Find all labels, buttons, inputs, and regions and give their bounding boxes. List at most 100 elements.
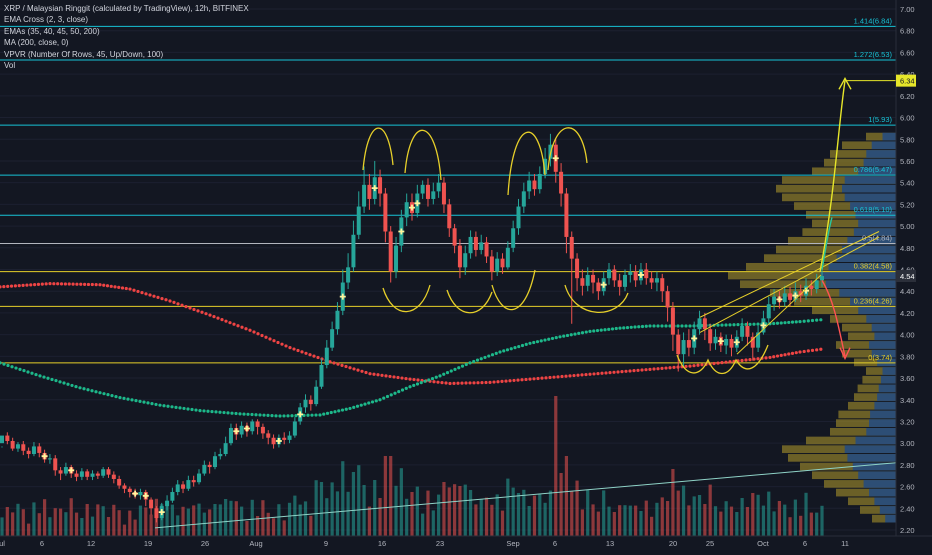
ma200-dot <box>280 342 284 346</box>
ema-dot <box>449 369 453 373</box>
cross-marker <box>243 425 250 432</box>
legend-vol[interactable]: Vol <box>4 61 16 71</box>
ema-dot <box>524 342 528 346</box>
volume-bar <box>362 485 366 536</box>
bottom-arc <box>446 289 493 314</box>
legend-emas[interactable]: EMAs (35, 40, 45, 50, 200) <box>4 26 100 36</box>
candle-body <box>335 310 340 330</box>
ma200-dot <box>148 293 152 297</box>
legend-ma[interactable]: MA (200, close, 0) <box>4 38 69 48</box>
ma200-dot <box>128 287 132 291</box>
vpvr-row <box>836 488 896 497</box>
volume-bar <box>32 502 36 536</box>
volume-bar <box>655 502 659 536</box>
vpvr-row <box>782 193 896 202</box>
ma200-dot <box>484 380 488 385</box>
candle-body <box>303 399 308 408</box>
ema-dot <box>333 410 337 414</box>
ma200-dot <box>320 357 324 361</box>
candle-body <box>676 334 681 355</box>
ma200-dot <box>9 284 14 288</box>
vpvr-row-up <box>858 306 896 315</box>
ma200-dot <box>640 368 644 372</box>
ema-dot <box>573 332 577 336</box>
ma200-dot <box>208 313 212 317</box>
ema-dot <box>314 413 318 417</box>
ma200-dot <box>63 282 67 286</box>
vpvr-row-up <box>874 332 896 341</box>
ma200-dot <box>29 283 33 287</box>
legend-vpvr[interactable]: VPVR (Number Of Rows, 45, Up/Down, 100) <box>4 49 164 59</box>
x-tick-label: 6 <box>553 539 557 548</box>
legend-ema-cross[interactable]: EMA Cross (2, 3, close) <box>4 15 89 25</box>
ema-dot <box>318 413 322 417</box>
volume-bar <box>341 461 345 536</box>
volume-bar <box>474 504 478 536</box>
candle-body <box>202 464 207 474</box>
ma200-dot <box>220 318 224 322</box>
ema-dot <box>26 370 30 374</box>
ema-dot <box>142 400 146 404</box>
vpvr-row-up <box>863 480 896 488</box>
volume-bar <box>580 509 584 536</box>
volume-bar <box>37 513 41 536</box>
candle-body <box>271 437 276 445</box>
candle-body <box>165 500 170 507</box>
ma200-dot <box>408 377 412 381</box>
ema-dot <box>78 386 82 390</box>
ma200-dot <box>188 306 192 310</box>
ema-dot <box>94 390 98 394</box>
ma200-dot <box>340 363 344 367</box>
volume-bar <box>282 520 286 536</box>
ema-dot <box>664 324 668 328</box>
vpvr-row-up <box>836 254 896 262</box>
ema-dot <box>498 350 502 354</box>
y-tick-label: 6.80 <box>900 27 915 36</box>
candle-body <box>788 293 793 300</box>
candle-body <box>654 278 659 283</box>
ema-dot <box>82 387 86 391</box>
ma200-dot <box>787 352 791 356</box>
ema-dot <box>577 331 581 336</box>
volume-bar <box>357 465 361 536</box>
ema-dot <box>580 331 585 335</box>
ma200-dot <box>372 372 376 376</box>
vpvr-row-up <box>852 462 896 471</box>
ma200-dot <box>236 324 240 328</box>
target-price-label: 6.34 <box>900 77 915 86</box>
ema-dot <box>595 328 600 333</box>
candle-body <box>708 329 713 344</box>
ema-dot <box>130 398 134 402</box>
ma200-dot <box>240 325 244 329</box>
ema-dot <box>86 388 90 392</box>
candle-body <box>228 427 233 444</box>
vpvr-row <box>788 454 896 462</box>
rising-wedge <box>699 231 880 355</box>
candle-body <box>346 267 351 283</box>
ema-dot <box>352 405 356 409</box>
vpvr-row <box>812 219 896 228</box>
legend-symbol-title[interactable]: XRP / Malaysian Ringgit (calculated by T… <box>4 4 249 13</box>
ma200-dot <box>328 360 332 364</box>
cross-marker <box>233 428 240 435</box>
volume-bar <box>58 508 63 536</box>
ma200-dot <box>604 371 608 375</box>
ma200-dot <box>44 282 48 286</box>
vpvr-row-up <box>858 471 896 480</box>
candle-body <box>420 184 425 194</box>
volume-bar <box>0 517 4 536</box>
ema-dot <box>684 324 688 328</box>
ema-dot <box>90 389 94 393</box>
volume-bar <box>554 396 558 536</box>
volume-bar <box>618 505 622 536</box>
y-tick-label: 3.20 <box>900 417 915 426</box>
ema-dot <box>70 383 74 388</box>
volume-bar <box>85 504 89 536</box>
ema-dot <box>397 390 401 394</box>
volume-bar <box>719 511 723 536</box>
ema-dot <box>122 396 126 400</box>
ema-dot <box>562 334 566 338</box>
ema-dot <box>468 361 472 365</box>
candle-body <box>564 193 569 237</box>
